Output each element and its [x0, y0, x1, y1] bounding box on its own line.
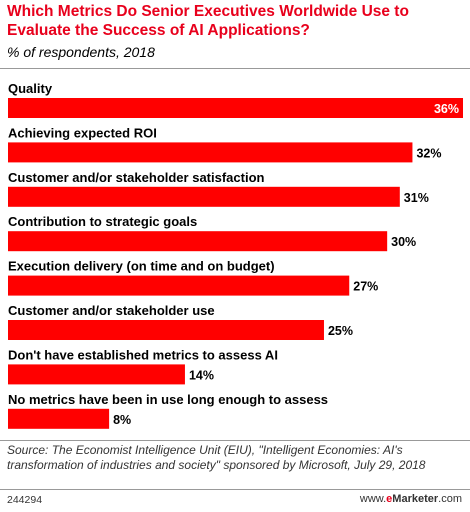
value-label: 31%	[404, 191, 429, 205]
category-label: Don't have established metrics to assess…	[8, 347, 278, 362]
category-label: Customer and/or stakeholder use	[8, 303, 215, 318]
category-label: Customer and/or stakeholder satisfaction	[8, 170, 265, 185]
chart-subtitle: % of respondents, 2018	[7, 44, 155, 60]
category-label: Achieving expected ROI	[8, 125, 157, 140]
value-label: 27%	[353, 280, 378, 294]
brand-suffix: .com	[438, 493, 462, 505]
value-label: 32%	[416, 146, 441, 160]
chart-title: Which Metrics Do Senior Executives World…	[7, 3, 409, 39]
brand-logo[interactable]: www.eMarketer.com	[360, 493, 462, 505]
value-label: 14%	[189, 368, 214, 382]
value-label: 30%	[391, 235, 416, 249]
bar	[8, 275, 350, 296]
bar	[8, 364, 185, 385]
value-label: 25%	[328, 324, 353, 338]
brand-e: e	[386, 493, 393, 505]
value-label: 36%	[434, 102, 459, 116]
category-label: Contribution to strategic goals	[8, 214, 197, 229]
category-label: Execution delivery (on time and on budge…	[8, 259, 275, 274]
brand-name: Marketer	[392, 493, 439, 505]
bar	[8, 231, 388, 252]
bar	[8, 320, 324, 340]
footer-divider	[0, 489, 470, 490]
value-label: 8%	[113, 413, 131, 427]
bottom-divider	[0, 440, 470, 441]
brand-prefix: www.	[359, 493, 387, 505]
top-divider	[0, 68, 470, 69]
bar	[8, 408, 110, 429]
category-label: Quality	[8, 81, 53, 96]
source-note: Source: The Economist Intelligence Unit …	[7, 443, 426, 472]
bar	[8, 142, 413, 163]
bar	[8, 186, 400, 207]
chart-id: 244294	[7, 494, 43, 506]
bar	[8, 98, 463, 118]
category-label: No metrics have been in use long enough …	[8, 392, 328, 407]
